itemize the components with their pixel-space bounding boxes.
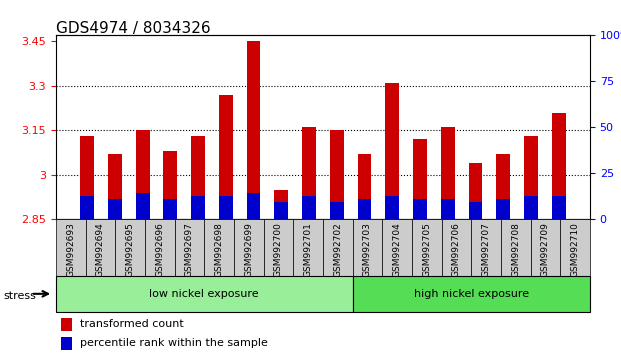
FancyBboxPatch shape <box>501 219 530 276</box>
Bar <box>413 139 427 219</box>
FancyBboxPatch shape <box>234 219 263 276</box>
Bar <box>552 196 566 219</box>
Bar <box>330 202 344 219</box>
Bar <box>135 130 150 219</box>
FancyBboxPatch shape <box>353 219 383 276</box>
Text: GSM992710: GSM992710 <box>571 222 579 277</box>
Bar <box>386 196 399 219</box>
Text: GSM992702: GSM992702 <box>333 222 342 277</box>
Bar <box>135 193 150 219</box>
FancyBboxPatch shape <box>263 219 293 276</box>
Bar <box>247 193 260 219</box>
Bar <box>247 41 260 219</box>
FancyBboxPatch shape <box>86 219 116 276</box>
FancyBboxPatch shape <box>323 219 353 276</box>
Bar <box>441 127 455 219</box>
Text: high nickel exposure: high nickel exposure <box>414 289 529 299</box>
Text: GSM992700: GSM992700 <box>274 222 283 277</box>
FancyBboxPatch shape <box>530 219 560 276</box>
Bar <box>108 199 122 219</box>
Bar <box>302 196 316 219</box>
Bar <box>386 83 399 219</box>
Text: GSM992707: GSM992707 <box>482 222 491 277</box>
Bar <box>469 202 483 219</box>
Text: GSM992701: GSM992701 <box>304 222 312 277</box>
FancyBboxPatch shape <box>175 219 204 276</box>
Bar <box>80 136 94 219</box>
FancyBboxPatch shape <box>56 276 353 312</box>
FancyBboxPatch shape <box>293 219 323 276</box>
Bar <box>413 199 427 219</box>
Text: GSM992693: GSM992693 <box>66 222 75 277</box>
Bar <box>496 199 510 219</box>
Bar <box>108 154 122 219</box>
Text: GSM992704: GSM992704 <box>392 222 402 277</box>
FancyBboxPatch shape <box>56 219 86 276</box>
Bar <box>524 136 538 219</box>
Text: GSM992694: GSM992694 <box>96 222 105 277</box>
Bar <box>496 154 510 219</box>
Bar <box>441 199 455 219</box>
Text: GSM992699: GSM992699 <box>244 222 253 277</box>
FancyBboxPatch shape <box>560 219 590 276</box>
Text: GSM992708: GSM992708 <box>511 222 520 277</box>
Text: GSM992697: GSM992697 <box>185 222 194 277</box>
Bar <box>358 199 371 219</box>
FancyBboxPatch shape <box>412 219 442 276</box>
Bar <box>163 199 177 219</box>
Bar <box>80 196 94 219</box>
Text: GSM992698: GSM992698 <box>215 222 224 277</box>
Text: transformed count: transformed count <box>80 319 184 329</box>
Text: GSM992706: GSM992706 <box>452 222 461 277</box>
Bar <box>191 136 205 219</box>
Bar <box>219 196 233 219</box>
FancyBboxPatch shape <box>116 219 145 276</box>
FancyBboxPatch shape <box>204 219 234 276</box>
Bar <box>219 95 233 219</box>
Bar <box>469 163 483 219</box>
Bar <box>302 127 316 219</box>
Bar <box>330 130 344 219</box>
Text: percentile rank within the sample: percentile rank within the sample <box>80 338 268 348</box>
FancyBboxPatch shape <box>383 219 412 276</box>
Bar <box>61 318 72 331</box>
Bar <box>358 154 371 219</box>
FancyBboxPatch shape <box>471 219 501 276</box>
Text: GSM992695: GSM992695 <box>125 222 135 277</box>
Text: GSM992709: GSM992709 <box>541 222 550 277</box>
Text: GSM992705: GSM992705 <box>422 222 431 277</box>
Text: GSM992696: GSM992696 <box>155 222 164 277</box>
FancyBboxPatch shape <box>442 219 471 276</box>
Text: GSM992703: GSM992703 <box>363 222 372 277</box>
FancyBboxPatch shape <box>353 276 590 312</box>
Bar <box>191 196 205 219</box>
Text: low nickel exposure: low nickel exposure <box>150 289 259 299</box>
Bar <box>552 113 566 219</box>
Text: GDS4974 / 8034326: GDS4974 / 8034326 <box>56 21 211 36</box>
Bar <box>274 190 288 219</box>
Bar <box>524 196 538 219</box>
Bar <box>61 337 72 350</box>
Text: stress: stress <box>3 291 36 301</box>
FancyBboxPatch shape <box>145 219 175 276</box>
Bar <box>163 151 177 219</box>
Bar <box>274 202 288 219</box>
